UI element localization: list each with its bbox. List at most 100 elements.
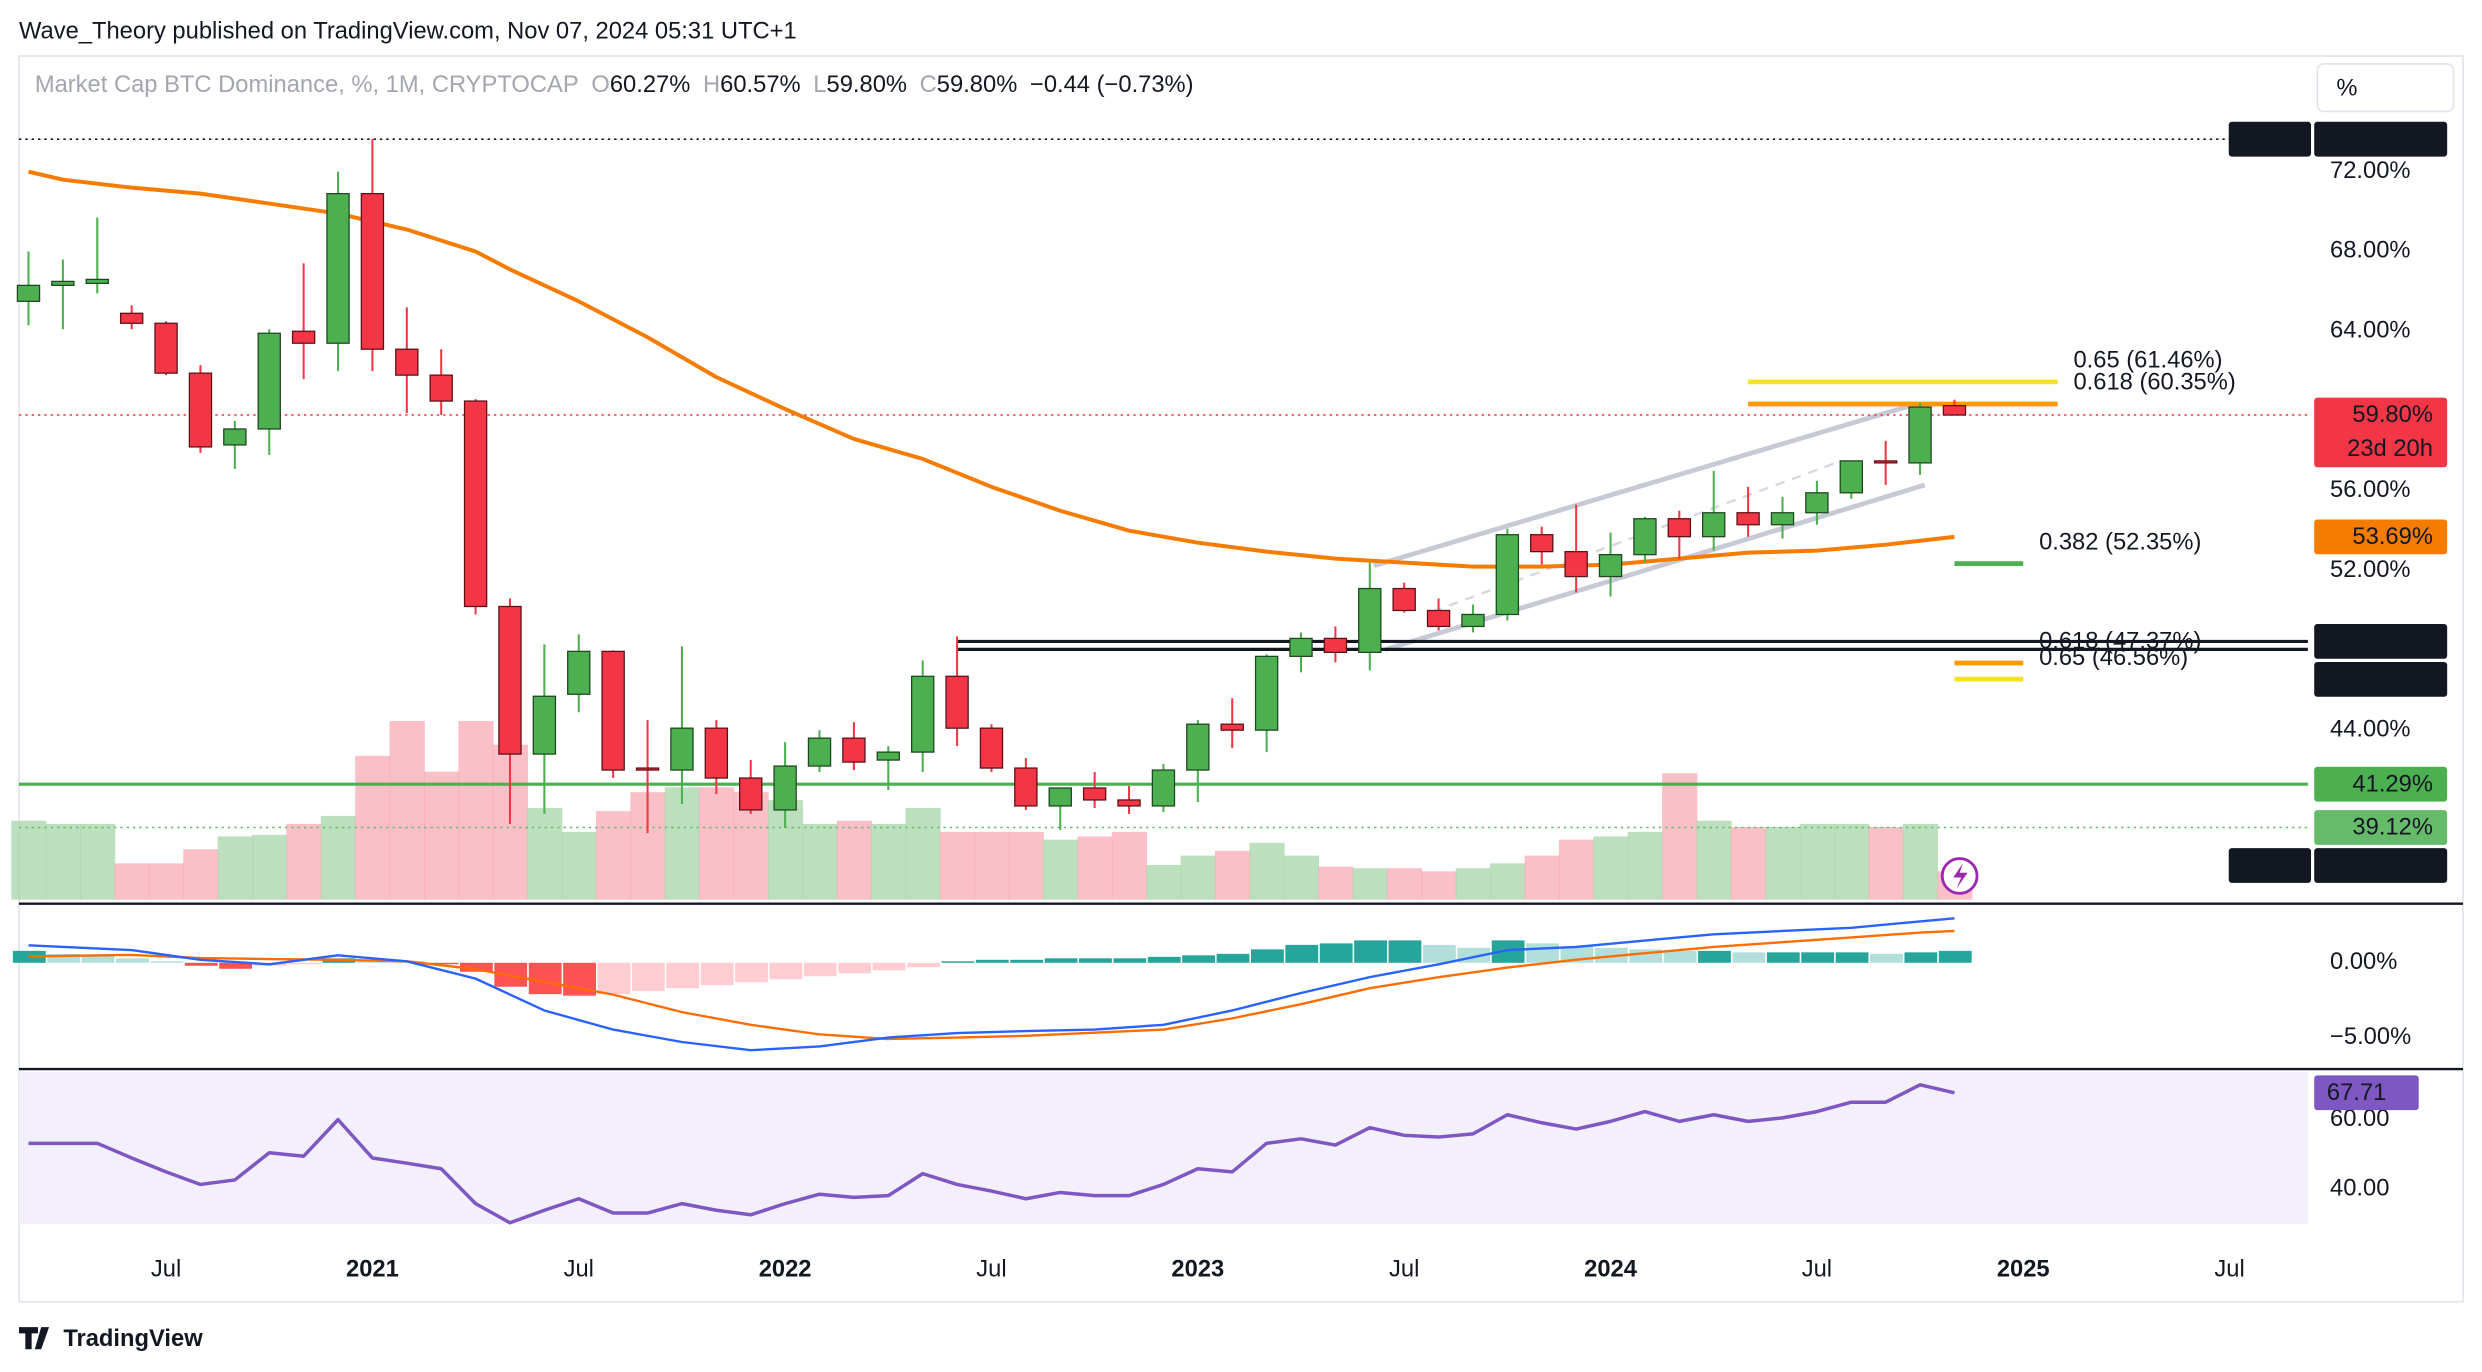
candle-body (1908, 406, 1932, 464)
area-segment (802, 823, 838, 900)
macd-histogram-bar (47, 953, 81, 963)
price-label-box (2314, 519, 2448, 555)
price-tag: Low (2248, 853, 2292, 879)
candle-body (188, 372, 213, 448)
x-tick-label: 2023 (1171, 1256, 1224, 1282)
area-segment (148, 863, 185, 900)
candle-body (223, 428, 247, 446)
candle-body (739, 777, 763, 811)
legend-change: −0.44 (−0.73%) (1030, 72, 1194, 98)
macd-histogram-bar (872, 962, 906, 971)
macd-histogram-bar (1251, 949, 1284, 963)
macd-histogram-bar (803, 962, 837, 977)
candle-body (1220, 723, 1244, 731)
candle-body (1254, 655, 1279, 731)
macd-histogram-bar (1663, 950, 1697, 963)
macd-line (28, 917, 1955, 1052)
area-segment (1593, 836, 1629, 900)
x-tick-label: Jul (2214, 1256, 2244, 1282)
macd-histogram-bar (1182, 955, 1216, 963)
macd-histogram-bar (1526, 943, 1559, 963)
area-segment (1352, 868, 1388, 900)
legend-value: 59.80% (937, 72, 1018, 98)
candle-body (51, 280, 75, 287)
macd-histogram-bar (1938, 950, 1972, 963)
candle-body (16, 284, 41, 302)
event-icon-bolt (1953, 863, 1968, 889)
macd-histogram-bar (631, 962, 665, 992)
price-label-box (2314, 661, 2448, 697)
area-segment (286, 823, 322, 900)
macd-histogram-bar (941, 961, 975, 963)
area-segment (114, 863, 150, 900)
candle-body (601, 650, 625, 771)
scale-button[interactable] (2316, 63, 2455, 113)
macd-histogram-bar (1285, 944, 1319, 963)
candle-body (1186, 723, 1210, 771)
candle-body (1942, 405, 1967, 416)
area-segment (217, 836, 253, 900)
area-segment (1146, 864, 1182, 900)
candle-body (1392, 587, 1416, 612)
macd-histogram-bar (1698, 950, 1731, 963)
footer-logo-mark (18, 1327, 50, 1350)
price-label-box (2314, 121, 2448, 157)
candle-body (395, 348, 419, 376)
x-tick-label: 2024 (1584, 1256, 1638, 1282)
candle-body (807, 737, 832, 767)
scale-button-label[interactable]: % (2336, 76, 2357, 102)
area-segment (699, 787, 735, 900)
macd-histogram-bar (1904, 952, 1938, 963)
candle-body (910, 675, 935, 753)
y-tick-label: −5.00% (2330, 1024, 2411, 1050)
macd-histogram-bar (1354, 940, 1387, 963)
rsi-line (28, 1083, 1955, 1225)
area-segment (595, 811, 632, 900)
candle-body (635, 767, 660, 771)
area-segment (11, 820, 47, 900)
area-segment (664, 787, 700, 900)
macd-histogram-bar (1422, 944, 1456, 963)
macd-histogram-bar (700, 962, 734, 986)
candle-body (773, 765, 797, 811)
macd-histogram-bar (1216, 953, 1250, 963)
candle-body (1770, 512, 1795, 526)
area-segment (183, 849, 219, 900)
area-segment (527, 807, 563, 900)
macd-histogram-bar (150, 961, 184, 963)
macd-histogram-bar (1732, 952, 1766, 963)
candle-body (429, 374, 453, 402)
macd-histogram-bar (81, 955, 115, 963)
macd-histogram-bar (1319, 943, 1353, 963)
macd-histogram-bar (1870, 953, 1903, 963)
rsi-value-box (2314, 1075, 2419, 1111)
area-segment (1455, 868, 1491, 900)
area-segment (1318, 866, 1354, 900)
area-segment (1696, 820, 1732, 900)
macd-histogram-bar (907, 962, 940, 968)
candle-body (1495, 534, 1520, 616)
candle-body (1323, 637, 1348, 654)
price-label-countdown: 23d 20h (2347, 436, 2433, 462)
back-layer (11, 720, 1973, 900)
price-label: 48.05% (2352, 666, 2432, 692)
area-segment (1868, 827, 1904, 900)
candle-body (463, 400, 488, 608)
price-label: 59.80% (2352, 402, 2432, 428)
price-tag: High (2245, 126, 2294, 152)
macd-histogram-bar (459, 962, 493, 972)
area-segment (1799, 823, 1835, 900)
channel-line (1373, 401, 1916, 568)
price-label-box (2314, 766, 2448, 802)
candle-body (1048, 787, 1072, 807)
footer-logo: TradingView (63, 1326, 203, 1352)
candle-body (257, 332, 281, 430)
area-segment (1111, 831, 1148, 900)
publisher-header: Wave_Theory published on TradingView.com… (19, 19, 797, 45)
y-tick-label: 60.00 (2330, 1106, 2389, 1132)
y-tick-label: 72.00% (2330, 158, 2411, 184)
x-tick-label: 2022 (759, 1256, 812, 1282)
area-segment (1662, 773, 1698, 900)
area-segment (1490, 863, 1526, 900)
price-label: 38.84% (2352, 853, 2432, 879)
